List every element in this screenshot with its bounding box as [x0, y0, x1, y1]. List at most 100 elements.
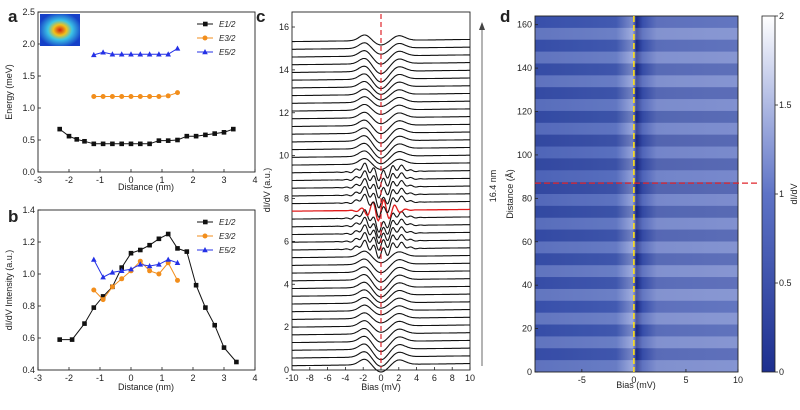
series-line-1	[93, 260, 178, 301]
data-point-square	[203, 132, 208, 138]
legend-entry: E3/2	[219, 232, 236, 241]
panel-d-xlabel: Bias (mV)	[616, 380, 656, 390]
y-tick-label: 4	[284, 279, 289, 289]
data-point-circle	[165, 93, 171, 99]
y-tick-label: 2	[284, 322, 289, 332]
panel-d-ylabel: Distance (Å)	[505, 169, 515, 219]
x-tick-label: 10	[733, 375, 743, 385]
data-point-square	[138, 247, 143, 253]
data-point-circle	[175, 277, 180, 283]
data-point-circle	[147, 93, 153, 99]
heatmap-row	[535, 336, 738, 349]
data-point-circle	[156, 93, 162, 99]
data-point-triangle	[100, 274, 106, 280]
y-tick-label: 10	[279, 151, 289, 161]
data-point-square	[138, 141, 143, 147]
heatmap-row	[535, 182, 738, 194]
series-line-0	[59, 233, 237, 363]
y-tick-label: 20	[522, 324, 532, 334]
data-point-triangle	[137, 261, 144, 267]
data-point-square	[156, 138, 162, 143]
spectrum-line	[292, 296, 470, 309]
y-tick-label: 100	[517, 150, 532, 160]
legend-marker	[202, 49, 208, 55]
panel-a-series	[57, 45, 236, 147]
legend-marker	[202, 35, 208, 41]
data-point-square	[91, 305, 97, 310]
data-point-triangle	[91, 51, 97, 58]
y-tick-label: 1.2	[22, 237, 35, 247]
x-tick-label: 0	[378, 373, 383, 383]
data-point-square	[119, 265, 124, 270]
data-point-circle	[137, 93, 143, 99]
heatmap-row	[535, 99, 738, 111]
spectrum-line	[292, 231, 470, 251]
data-point-square	[221, 130, 227, 135]
panel-d-colorbar	[761, 15, 776, 373]
data-point-triangle	[118, 51, 125, 57]
y-tick-label: 1.0	[22, 269, 35, 279]
colorbar-tick-label: 0	[779, 367, 784, 377]
data-point-square	[165, 231, 171, 237]
panel-c-annotation: 16.4 nm	[488, 170, 498, 203]
x-tick-label: -6	[324, 373, 332, 383]
y-tick-label: 2.5	[22, 7, 35, 17]
data-point-triangle	[128, 51, 134, 57]
data-point-square	[234, 359, 239, 365]
spectrum-line	[292, 177, 470, 199]
data-point-triangle	[174, 45, 181, 51]
heatmap-row	[535, 324, 738, 337]
colorbar-tick-label: 1.5	[779, 100, 792, 110]
heatmap-row	[535, 312, 738, 325]
data-point-square	[212, 322, 217, 328]
data-point-triangle	[146, 51, 153, 57]
colorbar-tick-label: 1	[779, 189, 784, 199]
panel-c-ticks: -10 -8 -6 -4 -2 0 2 4 6 8 10 0 2 4 6 8 10 12 14 16	[279, 22, 475, 383]
panel-label-b: b	[8, 207, 18, 226]
legend-entry: E1/2	[219, 20, 236, 29]
y-tick-label: 80	[522, 193, 532, 203]
heatmap-row	[535, 27, 738, 40]
heatmap-row	[535, 16, 738, 28]
data-point-triangle	[146, 263, 153, 269]
y-tick-label: 0	[527, 367, 532, 377]
panel-c-arrow-head	[479, 22, 485, 30]
x-tick-label: 3	[221, 373, 226, 383]
data-point-square	[57, 126, 62, 132]
spectrum-line	[292, 185, 470, 209]
heatmap-row	[535, 194, 738, 206]
data-point-triangle	[165, 51, 171, 57]
x-tick-label: -3	[34, 175, 42, 185]
panel-a-xlabel: Distance (nm)	[118, 182, 174, 192]
y-tick-label: 160	[517, 20, 532, 30]
panel-label-c: c	[256, 7, 265, 26]
x-tick-label: 2	[190, 175, 195, 185]
panel-d-heatmap-band	[535, 16, 738, 372]
data-point-triangle	[109, 269, 116, 275]
data-point-circle	[100, 93, 106, 99]
panel-a-legend: E1/2 E3/2 E5/2	[197, 20, 236, 57]
series-line-1	[93, 92, 178, 97]
heatmap-row	[535, 87, 738, 100]
data-point-circle	[175, 90, 180, 96]
data-point-square	[119, 141, 124, 147]
data-point-square	[184, 133, 190, 139]
panel-c-xlabel: Bias (mV)	[361, 382, 401, 392]
y-tick-label: 8	[284, 194, 289, 204]
heatmap-row	[535, 75, 738, 88]
y-tick-label: 140	[517, 63, 532, 73]
heatmap-row	[535, 110, 738, 123]
heatmap-row	[535, 122, 738, 135]
data-point-square	[128, 250, 134, 256]
data-point-square	[128, 141, 134, 147]
x-tick-label: 0	[128, 175, 133, 185]
legend-marker	[202, 247, 208, 253]
y-tick-label: 60	[522, 237, 532, 247]
panel-d-heatmap-stripes	[535, 16, 738, 372]
heatmap-row	[535, 300, 738, 313]
panel-b-chart: -3 -2 -1 0 1 2 3 4 0.4 0.6 0.8 1.0 1.2 1.4 E1/2 E3/2 E5…	[4, 205, 258, 392]
x-tick-label: -4	[341, 373, 349, 383]
